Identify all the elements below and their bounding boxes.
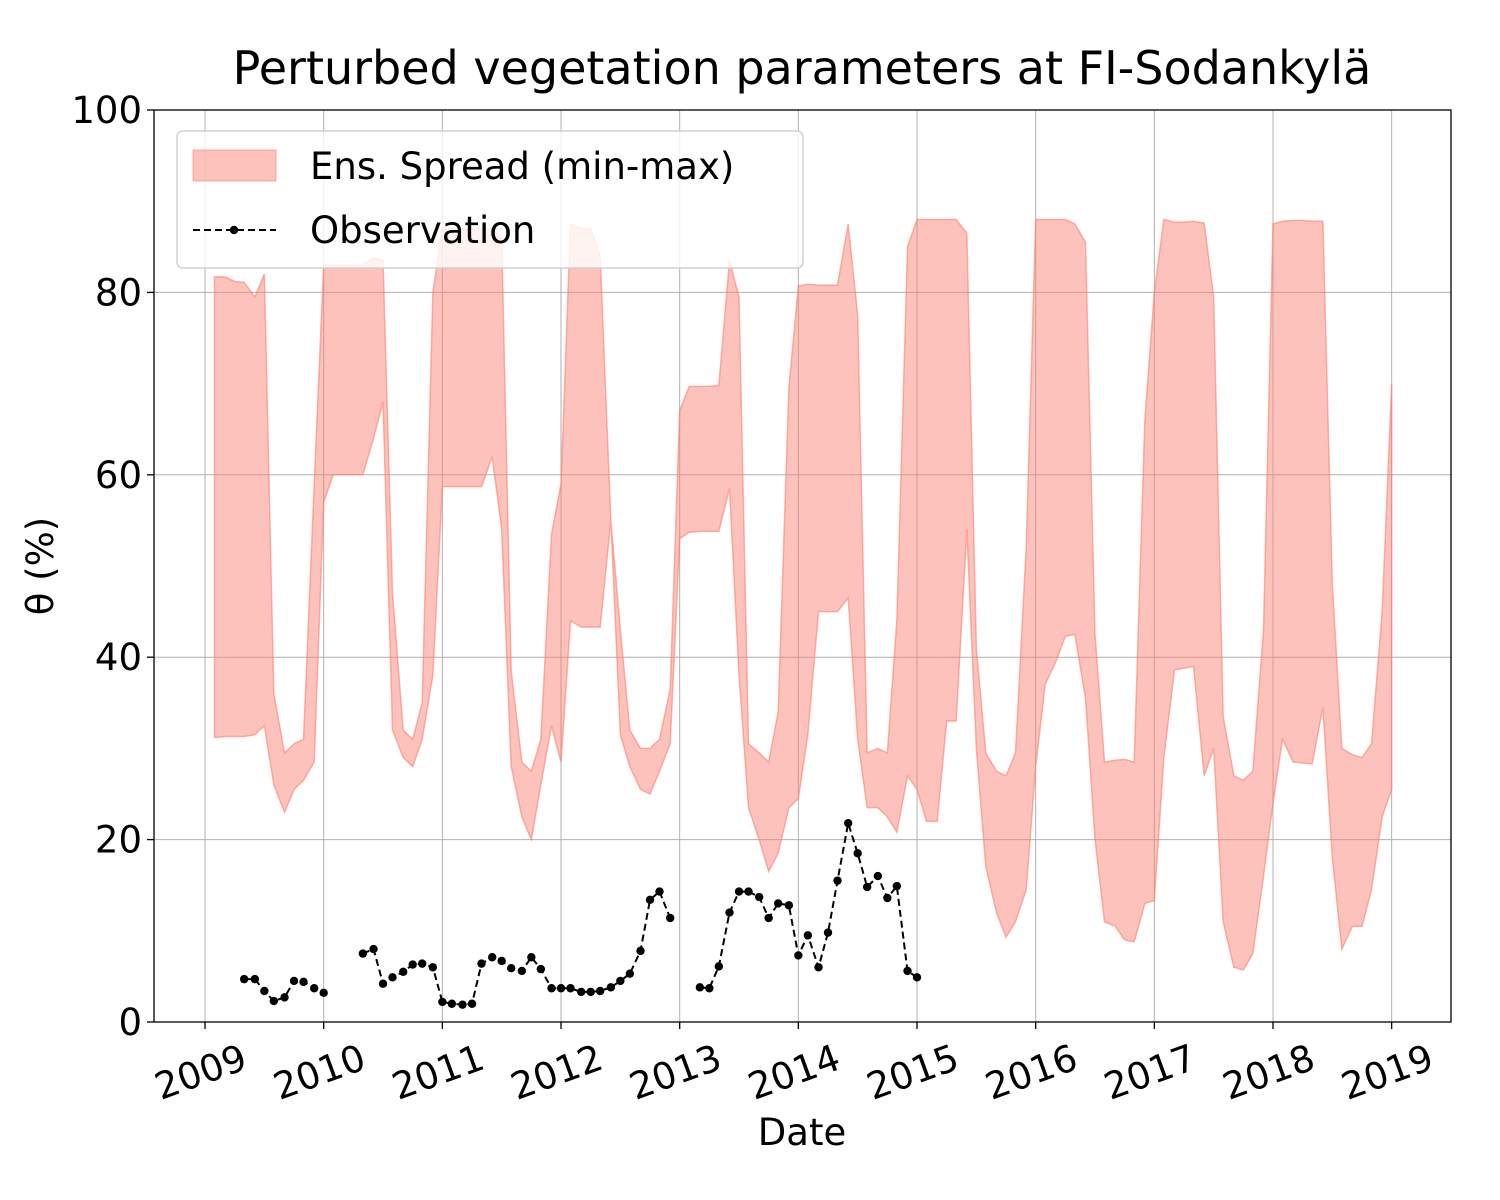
observation-point bbox=[506, 963, 516, 973]
observation-point bbox=[586, 987, 595, 997]
observation-point bbox=[734, 887, 744, 896]
observation-point bbox=[417, 959, 427, 968]
observation-point bbox=[843, 818, 853, 828]
legend-box bbox=[176, 130, 804, 269]
legend-swatch bbox=[192, 149, 277, 182]
observation-point bbox=[556, 984, 566, 993]
spread-band bbox=[213, 218, 1393, 971]
observation-point bbox=[705, 984, 714, 993]
y-tick-label: 20 bbox=[95, 819, 142, 862]
observation-point bbox=[665, 913, 675, 923]
observation-point bbox=[467, 999, 477, 1008]
observation-point bbox=[892, 881, 902, 891]
observation-point bbox=[458, 1000, 467, 1009]
observation-point bbox=[408, 960, 417, 969]
y-tick-label: 0 bbox=[118, 1001, 142, 1044]
observation-point bbox=[625, 969, 635, 978]
observation-point bbox=[695, 983, 705, 992]
observation-point bbox=[862, 882, 872, 892]
observation-point bbox=[883, 893, 892, 903]
observation-point bbox=[823, 928, 833, 937]
observation-point bbox=[388, 973, 397, 982]
observation-point bbox=[398, 967, 408, 977]
observation-point bbox=[527, 953, 536, 962]
observation-point bbox=[250, 974, 260, 984]
observation-point bbox=[655, 887, 664, 896]
observation-point bbox=[903, 966, 912, 976]
observation-point bbox=[447, 999, 457, 1008]
observation-point bbox=[260, 986, 269, 996]
observation-point bbox=[477, 959, 486, 968]
observation-point bbox=[547, 984, 556, 993]
observation-point bbox=[595, 986, 605, 996]
observation-point bbox=[309, 984, 319, 993]
plot-area bbox=[213, 218, 1393, 1009]
observation-point bbox=[744, 887, 753, 896]
observation-point bbox=[803, 931, 813, 940]
observation-point bbox=[319, 988, 328, 998]
y-tick-label: 60 bbox=[95, 454, 142, 497]
observation-point bbox=[536, 964, 546, 974]
observation-point bbox=[269, 996, 279, 1006]
observation-point bbox=[773, 899, 783, 908]
observation-point bbox=[754, 892, 764, 902]
observation-point bbox=[487, 953, 497, 962]
observation-point bbox=[576, 987, 586, 997]
observation-point bbox=[517, 966, 527, 976]
observation-point bbox=[378, 979, 388, 988]
plot-frame bbox=[153, 109, 1452, 1023]
legend-marker bbox=[229, 225, 239, 235]
observation-point bbox=[873, 871, 883, 881]
observation-point bbox=[814, 963, 823, 972]
observation-point bbox=[645, 895, 655, 904]
observation-point bbox=[714, 962, 724, 971]
observation-point bbox=[428, 963, 438, 972]
y-tick-label: 100 bbox=[71, 89, 142, 132]
observation-point bbox=[299, 977, 308, 987]
observation-point bbox=[833, 876, 842, 885]
observation-point bbox=[239, 974, 249, 984]
observation-point bbox=[764, 913, 773, 923]
observation-point bbox=[606, 983, 616, 992]
observation-point bbox=[853, 849, 862, 858]
observation-point bbox=[289, 976, 299, 986]
observation-point bbox=[912, 973, 922, 982]
observation-point bbox=[358, 949, 368, 958]
observation-point bbox=[566, 984, 575, 993]
observation-point bbox=[616, 976, 625, 986]
observation-point bbox=[280, 993, 289, 1002]
observation-point bbox=[794, 951, 803, 960]
observation-point bbox=[725, 908, 734, 917]
legend-label: Ens. Spread (min-max) bbox=[310, 145, 734, 188]
legend: Ens. Spread (min-max) Observation bbox=[176, 130, 804, 269]
observation-point bbox=[369, 944, 378, 954]
y-tick-label: 80 bbox=[95, 271, 142, 314]
observation-point bbox=[497, 956, 506, 966]
observation-point bbox=[784, 901, 794, 910]
observation-point bbox=[438, 997, 447, 1007]
x-axis-label: Date bbox=[758, 1111, 846, 1154]
observation-point bbox=[636, 946, 645, 956]
chart-title: Perturbed vegetation parameters at FI-So… bbox=[233, 41, 1372, 95]
y-tick-label: 40 bbox=[95, 636, 142, 679]
y-axis-label: θ (%) bbox=[19, 517, 62, 615]
legend-label: Observation bbox=[310, 209, 535, 252]
